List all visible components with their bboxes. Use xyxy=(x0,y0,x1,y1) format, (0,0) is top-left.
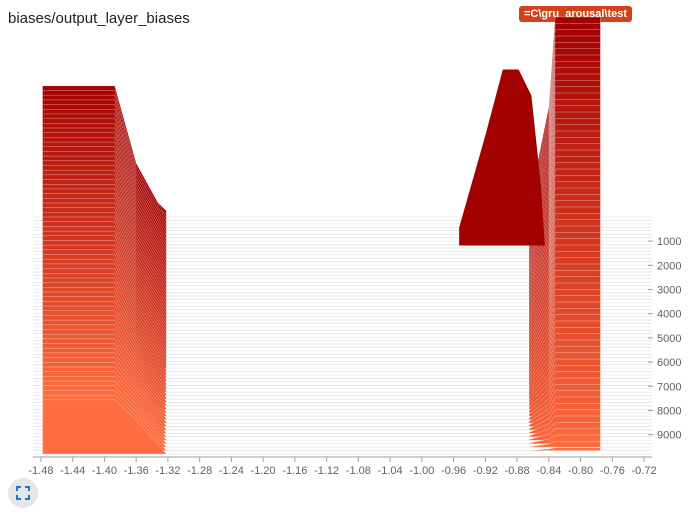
x-tick-label: -0.96 xyxy=(441,465,466,477)
y-tick-label: 5000 xyxy=(657,333,681,345)
x-tick-label: -1.48 xyxy=(28,465,53,477)
y-tick-label: 4000 xyxy=(657,309,681,321)
x-tick-label: -1.04 xyxy=(378,465,403,477)
x-tick-label: -1.40 xyxy=(92,465,117,477)
x-tick-label: -0.76 xyxy=(600,465,625,477)
x-tick-label: -1.36 xyxy=(124,465,149,477)
histogram-slice-right xyxy=(528,447,601,451)
x-tick-label: -1.12 xyxy=(314,465,339,477)
x-tick-label: -1.00 xyxy=(409,465,434,477)
x-tick-label: -1.08 xyxy=(346,465,371,477)
expand-button[interactable] xyxy=(8,478,38,508)
x-tick-label: -1.24 xyxy=(219,465,244,477)
histogram-slice-left xyxy=(42,399,167,455)
y-axis: 1000 2000 3000 4000 5000 6000 7000 8000 9000 xyxy=(648,236,681,442)
y-tick-label: 3000 xyxy=(657,285,681,297)
histogram-slice-right xyxy=(528,441,601,448)
histogram-slice-outlier xyxy=(459,69,545,246)
x-tick-label: -0.80 xyxy=(568,465,593,477)
x-tick-label: -0.84 xyxy=(536,465,561,477)
x-axis: -1.48 -1.44 -1.40 -1.36 -1.32 -1.28 -1.24 -1.20… xyxy=(28,456,657,477)
y-tick-label: 9000 xyxy=(657,430,681,442)
x-tick-label: -0.88 xyxy=(505,465,530,477)
x-tick-label: -0.92 xyxy=(473,465,498,477)
card-title: biases/output_layer_biases xyxy=(8,10,190,27)
x-tick-label: -1.16 xyxy=(282,465,307,477)
y-tick-label: 6000 xyxy=(657,357,681,369)
y-tick-label: 7000 xyxy=(657,381,681,393)
x-tick-label: -1.32 xyxy=(155,465,180,477)
x-tick-label: -1.44 xyxy=(60,465,85,477)
x-tick-label: -1.28 xyxy=(187,465,212,477)
y-tick-label: 1000 xyxy=(657,236,681,248)
x-tick-label: -1.20 xyxy=(251,465,276,477)
y-tick-label: 8000 xyxy=(657,405,681,417)
histogram-series xyxy=(42,16,601,455)
y-tick-label: 2000 xyxy=(657,260,681,272)
x-tick-label: -0.72 xyxy=(632,465,657,477)
run-badge: =C\gru_arousal\test xyxy=(519,6,633,22)
